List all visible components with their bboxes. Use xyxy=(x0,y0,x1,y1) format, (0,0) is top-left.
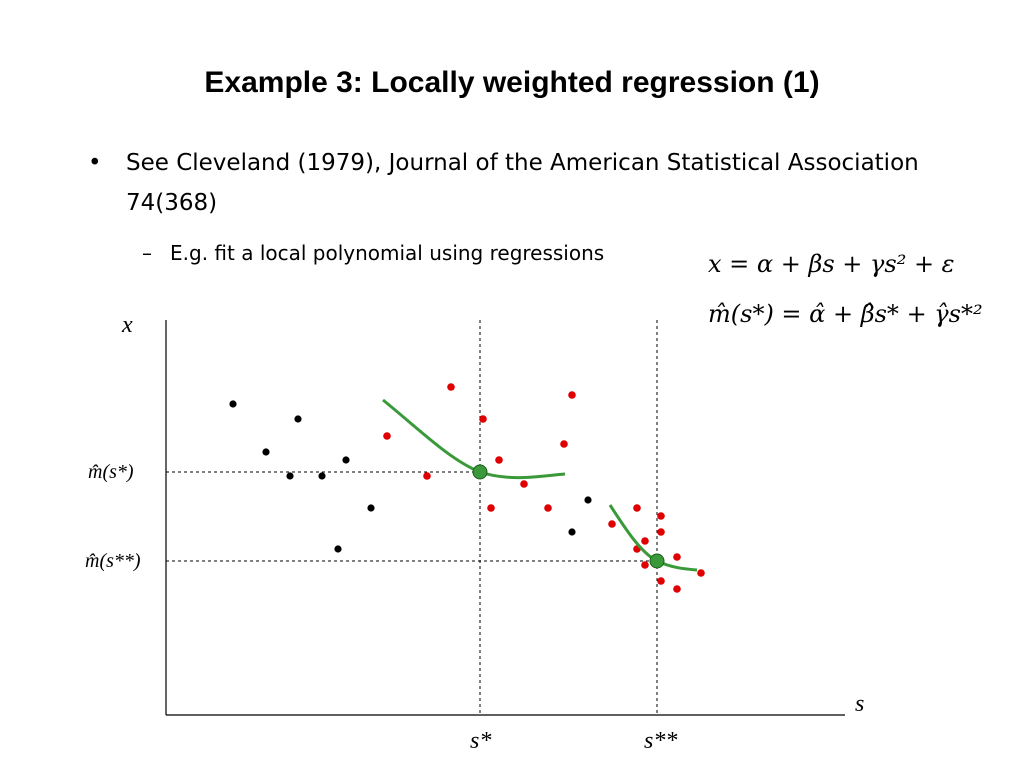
red-point xyxy=(657,577,665,585)
black-point xyxy=(584,496,592,504)
red-point xyxy=(447,383,455,391)
s-star-label: s* xyxy=(470,728,491,754)
black-point xyxy=(342,456,350,464)
black-points xyxy=(229,400,592,553)
y-axis-label: x xyxy=(121,312,133,338)
m-s-star-label: m̂(s*) xyxy=(88,461,134,483)
black-point xyxy=(286,472,294,480)
red-point xyxy=(608,520,616,528)
red-point xyxy=(673,585,681,593)
s-star-star-label: s** xyxy=(644,728,677,754)
m-s-star-star-label: m̂(s**) xyxy=(85,550,141,572)
equation-fitted: m̂(s*) = α̂ + β̂s* + γ̂s*² xyxy=(708,300,983,328)
black-point xyxy=(367,504,375,512)
red-point xyxy=(383,432,391,440)
red-point xyxy=(657,528,665,536)
red-points-s-star-star xyxy=(608,504,705,593)
local-fit-curve-s-star xyxy=(382,398,566,480)
black-point xyxy=(229,400,237,408)
red-point xyxy=(544,504,552,512)
bullet-text: See Cleveland (1979), Journal of the Ame… xyxy=(126,150,919,216)
red-point xyxy=(641,561,649,569)
red-point xyxy=(633,504,641,512)
red-point xyxy=(479,415,487,423)
red-point xyxy=(657,512,665,520)
x-axis-label: s xyxy=(855,691,864,717)
red-point xyxy=(487,504,495,512)
red-point xyxy=(568,391,576,399)
red-point xyxy=(495,456,503,464)
sub-bullet-dash: – xyxy=(142,241,152,265)
black-point xyxy=(334,545,342,553)
slide-title: Example 3: Locally weighted regression (… xyxy=(204,66,820,99)
red-point xyxy=(697,569,705,577)
fitted-point-s-star-star xyxy=(649,553,665,569)
red-point xyxy=(423,472,431,480)
black-point xyxy=(294,415,302,423)
fitted-point-s-star xyxy=(472,464,488,480)
red-points-s-star xyxy=(383,383,576,512)
black-point xyxy=(318,472,326,480)
red-point xyxy=(641,537,649,545)
red-point xyxy=(673,553,681,561)
black-point xyxy=(568,528,576,536)
red-point xyxy=(560,440,568,448)
red-point xyxy=(520,480,528,488)
equation-model: x = α + βs + γs² + ε xyxy=(708,250,955,278)
black-point xyxy=(262,448,270,456)
bullet-symbol: • xyxy=(88,150,102,176)
sub-bullet-text: E.g. fit a local polynomial using regres… xyxy=(170,241,605,265)
